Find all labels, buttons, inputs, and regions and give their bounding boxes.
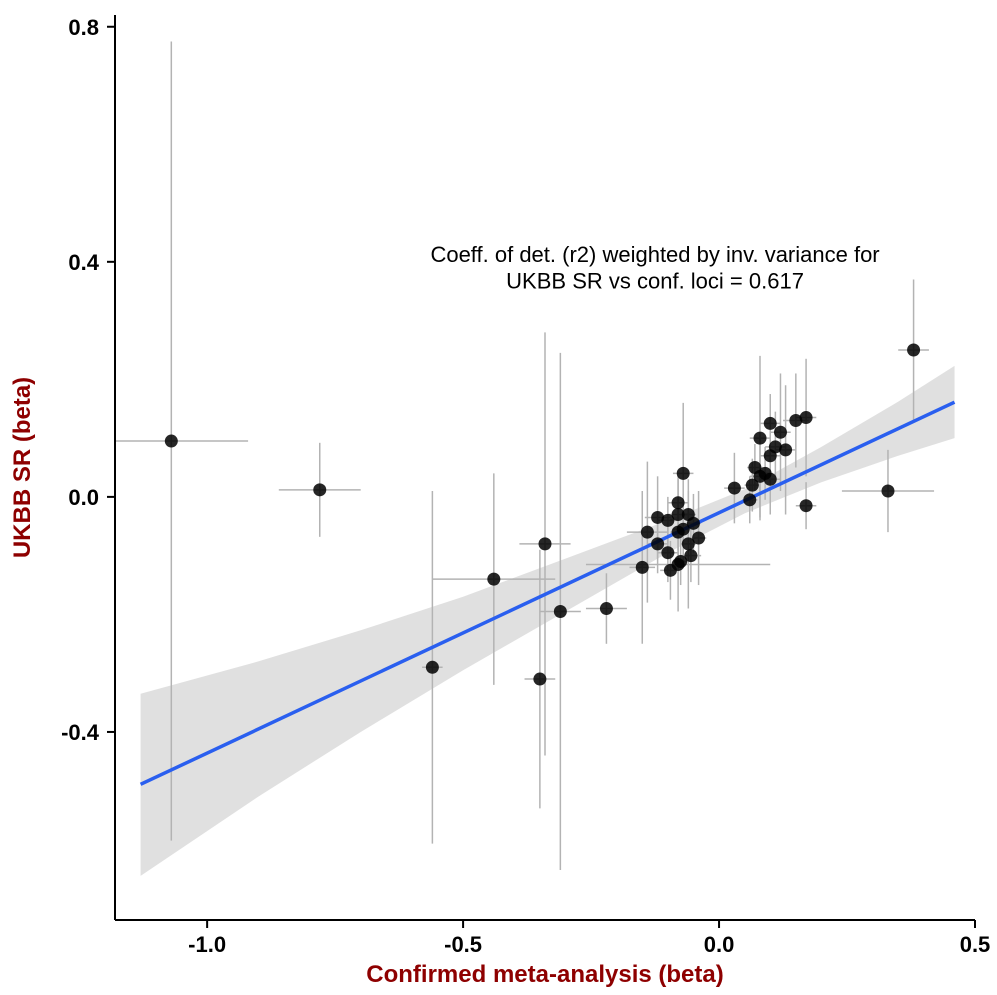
y-tick-label: -0.4 (61, 720, 100, 745)
x-axis-title: Confirmed meta-analysis (beta) (366, 961, 723, 988)
annotation-line-1: Coeff. of det. (r2) weighted by inv. var… (430, 242, 879, 267)
y-tick-label: 0.8 (68, 15, 99, 40)
x-tick-label: 0.5 (960, 932, 991, 957)
x-tick-label: -1.0 (188, 932, 226, 957)
x-tick-label: 0.0 (704, 932, 735, 957)
x-tick-label: -0.5 (444, 932, 482, 957)
chart-container: -1.0 -0.5 0.0 0.5 -0.4 0.0 0.4 0.8 Confirmed met… (0, 0, 997, 995)
scatter-chart: -1.0 -0.5 0.0 0.5 -0.4 0.0 0.4 0.8 Confirmed met… (0, 0, 997, 995)
regression-line (141, 402, 955, 784)
confidence-band (141, 366, 955, 876)
y-tick-label: 0.4 (68, 250, 99, 275)
y-axis-title: UKBB SR (beta) (9, 377, 36, 558)
y-tick-label: 0.0 (68, 485, 99, 510)
annotation-line-2: UKBB SR vs conf. loci = 0.617 (506, 268, 804, 293)
